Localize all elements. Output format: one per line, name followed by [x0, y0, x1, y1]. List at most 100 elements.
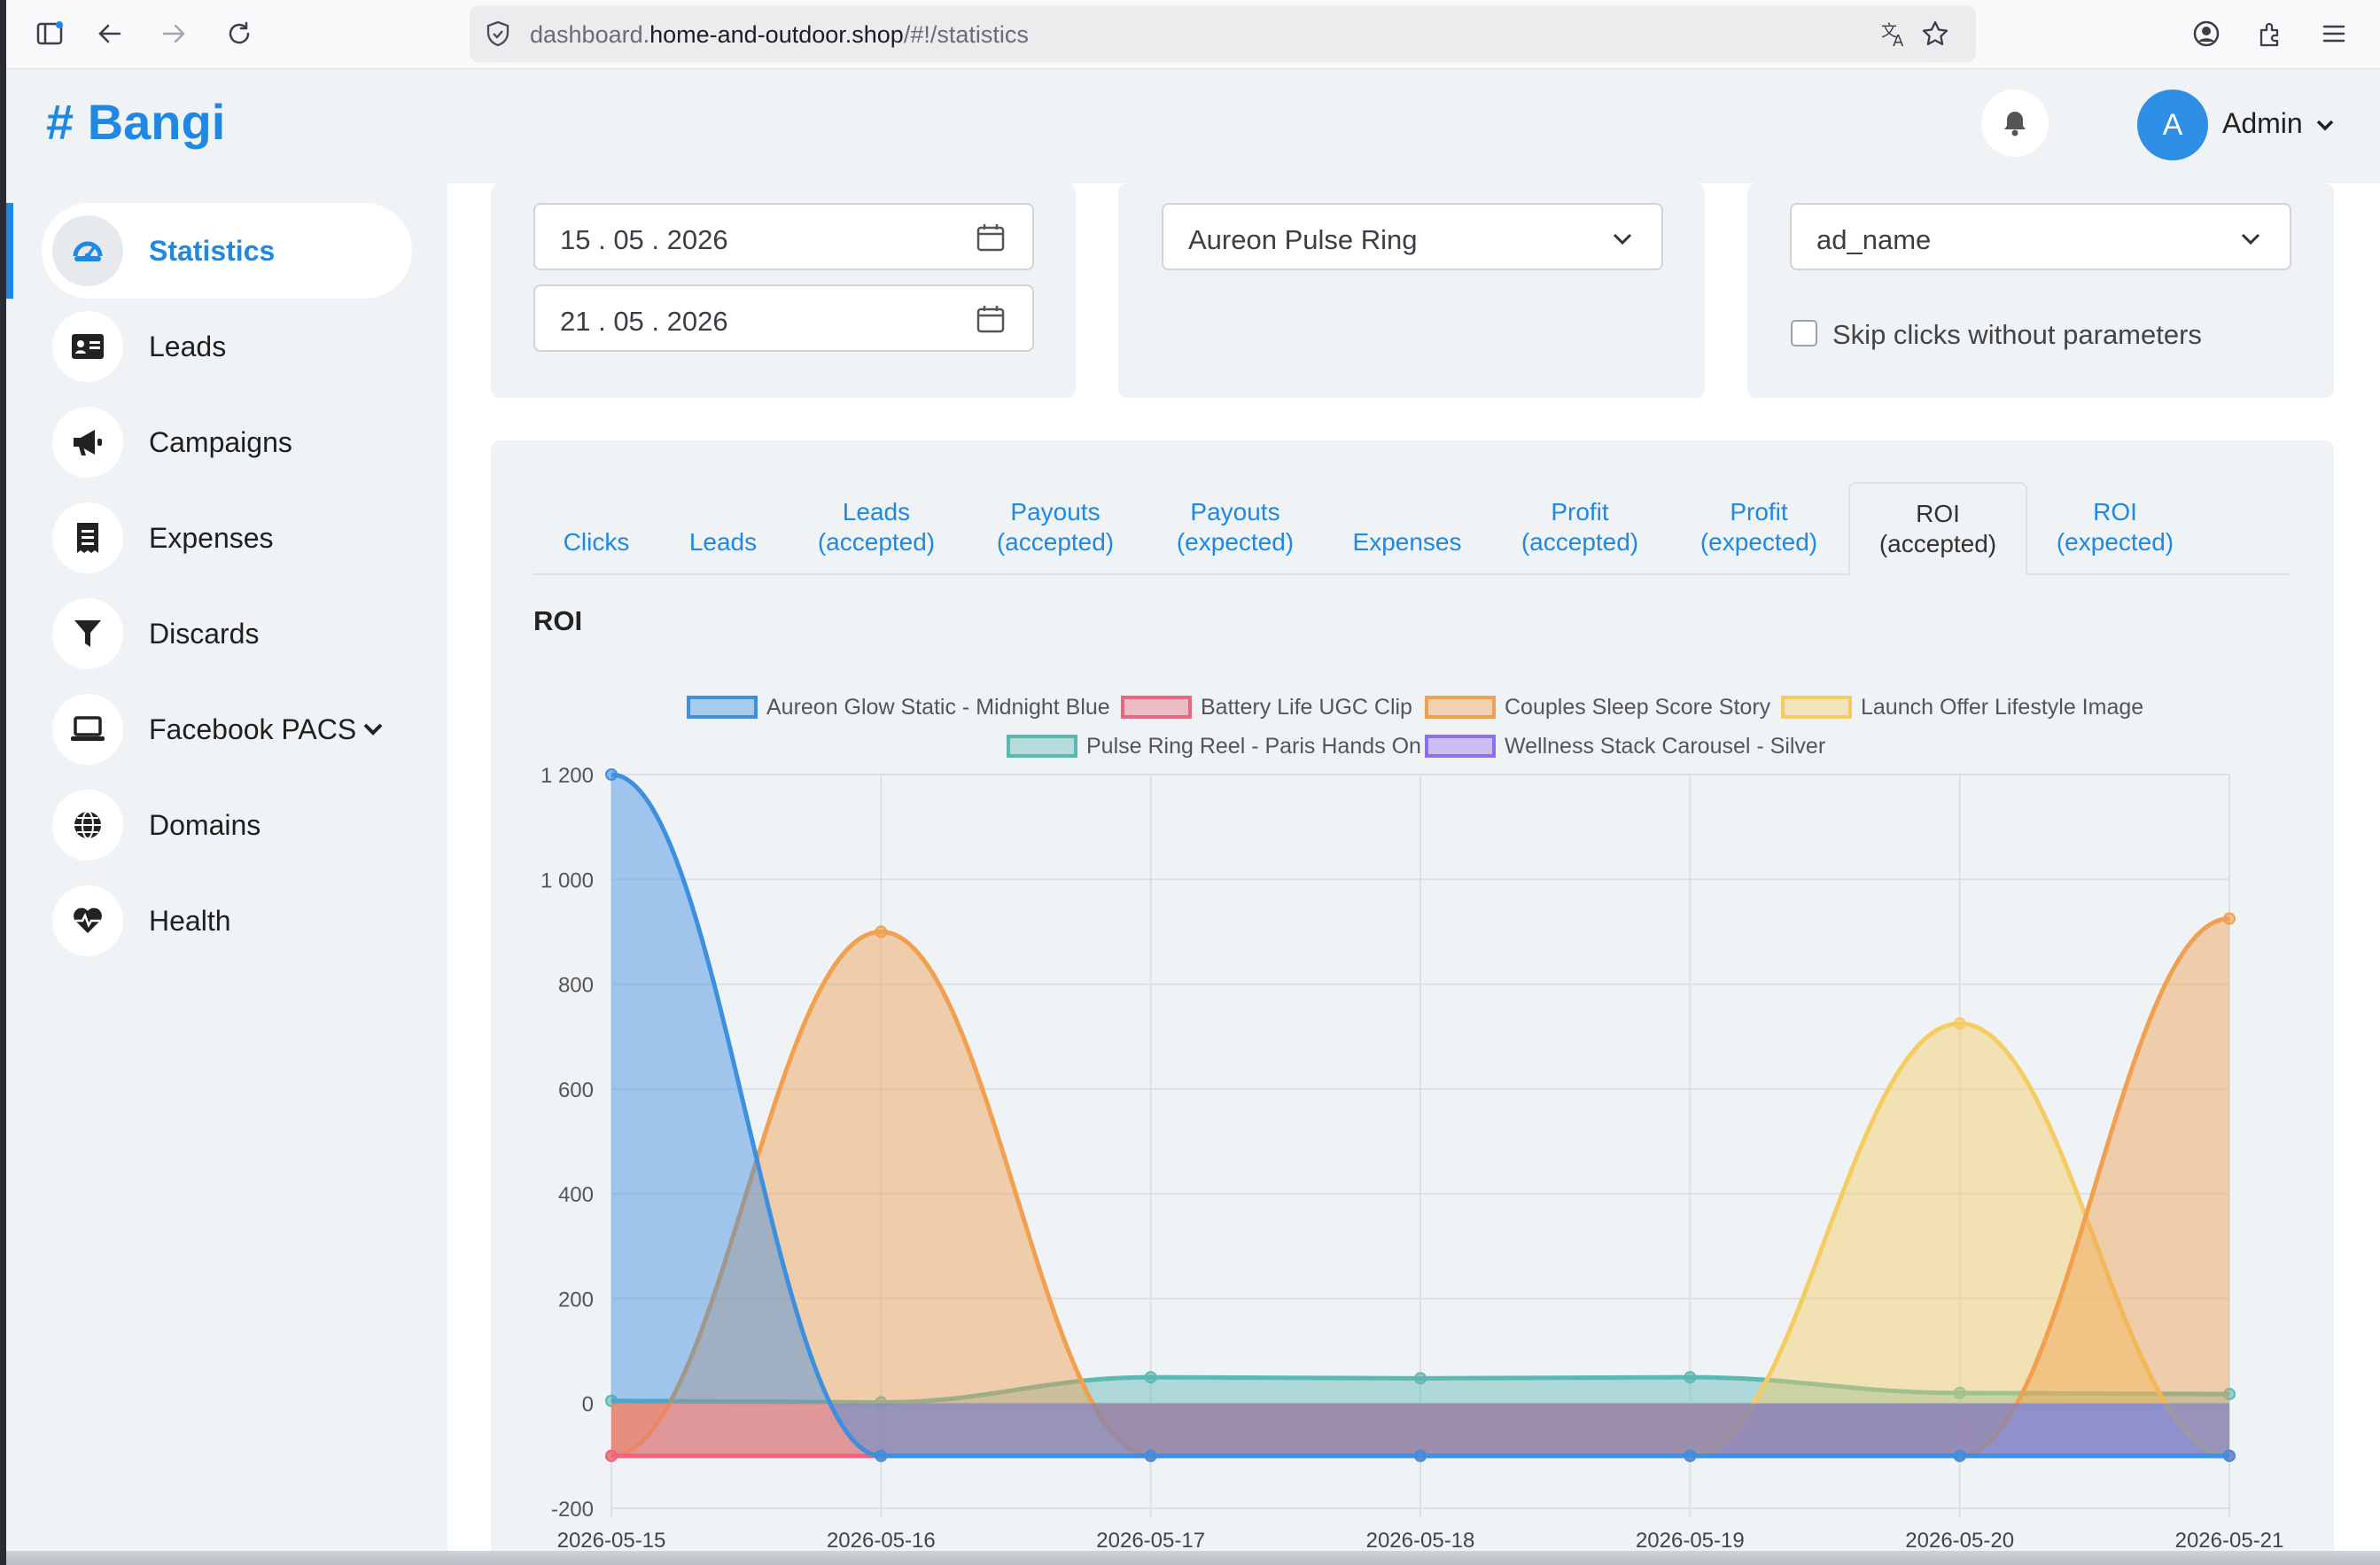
laptop-icon: [52, 694, 123, 765]
sidebar-item-leads[interactable]: Leads: [42, 299, 412, 394]
avatar[interactable]: A: [2137, 90, 2208, 160]
legend-item[interactable]: Pulse Ring Reel - Paris Hands On: [1007, 733, 1421, 759]
tab-sublabel: (accepted): [996, 528, 1115, 556]
y-tick-label: 800: [558, 974, 594, 998]
tab-leads[interactable]: Leads: [634, 527, 812, 557]
legend-item[interactable]: Wellness Stack Carousel - Silver: [1425, 733, 1825, 759]
app-header: # Bangi A Admin: [0, 70, 2380, 183]
tab-label: ROI: [2093, 498, 2137, 526]
group-by-select-value: ad_name: [1816, 224, 1932, 255]
sidebar-item-label: Expenses: [149, 522, 274, 554]
legend-item[interactable]: Couples Sleep Score Story: [1425, 694, 1770, 720]
y-tick-label: 600: [558, 1078, 594, 1102]
x-tick-label: 2026-05-16: [827, 1529, 936, 1553]
svg-text:文: 文: [1881, 22, 1897, 41]
receipt-icon: [52, 502, 123, 573]
data-point: [2223, 1388, 2236, 1401]
back-icon[interactable]: [92, 16, 128, 51]
sidebar-toggle-icon[interactable]: [32, 16, 67, 51]
data-point: [605, 768, 618, 781]
sidebar-item-facebook-pacs[interactable]: Facebook PACS: [42, 681, 412, 777]
series-area: [611, 775, 2229, 1456]
legend-label: Wellness Stack Carousel - Silver: [1505, 733, 1826, 759]
brand-logo[interactable]: # Bangi: [46, 94, 226, 150]
x-tick-label: 2026-05-19: [1636, 1529, 1745, 1553]
tab-clicks[interactable]: Clicks: [508, 527, 685, 557]
chevron-down-icon[interactable]: [2314, 114, 2336, 136]
legend-swatch: [1121, 696, 1192, 719]
legend-label: Launch Offer Lifestyle Image: [1861, 694, 2144, 720]
date-from-input[interactable]: 15 . 05 . 2026: [533, 203, 1034, 270]
legend-item[interactable]: Aureon Glow Static - Midnight Blue: [687, 694, 1110, 720]
tab-roi-accepted[interactable]: ROI (accepted): [1848, 482, 2027, 575]
sidebar-item-label: Facebook PACS: [149, 713, 357, 745]
tab-leads-accepted[interactable]: Leads (accepted): [788, 497, 965, 557]
group-by-select[interactable]: ad_name: [1790, 203, 2291, 270]
tab-label: Payouts: [1010, 498, 1101, 526]
window-bottom-edge: [0, 1551, 2380, 1565]
tab-label: Leads: [688, 528, 758, 556]
bell-icon: [2004, 112, 2026, 136]
account-icon[interactable]: [2189, 16, 2224, 51]
tab-profit-expected[interactable]: Profit (expected): [1670, 497, 1847, 557]
browser-toolbar: dashboard.home-and-outdoor.shop/#!/stati…: [0, 0, 2380, 69]
legend-item[interactable]: Battery Life UGC Clip: [1121, 694, 1412, 720]
calendar-icon[interactable]: [976, 222, 1006, 253]
y-tick-label: 200: [558, 1288, 594, 1312]
tab-roi-expected[interactable]: ROI (expected): [2026, 497, 2204, 557]
sidebar-item-expenses[interactable]: Expenses: [42, 490, 412, 586]
calendar-icon[interactable]: [976, 304, 1006, 334]
tab-label: ROI: [1916, 500, 1960, 527]
date-to-value: 21 . 05 . 2026: [560, 306, 728, 337]
sidebar-item-statistics[interactable]: Statistics: [42, 203, 412, 299]
tab-profit-accepted[interactable]: Profit (accepted): [1491, 497, 1668, 557]
menu-icon[interactable]: [2316, 16, 2352, 51]
legend-swatch: [1781, 696, 1852, 719]
extensions-icon[interactable]: [2252, 16, 2288, 51]
tab-payouts-accepted[interactable]: Payouts (accepted): [967, 497, 1144, 557]
sidebar-item-domains[interactable]: Domains: [42, 777, 412, 873]
legend-label: Couples Sleep Score Story: [1505, 694, 1771, 720]
series-area: [611, 1023, 2229, 1456]
data-point: [1414, 1449, 1427, 1462]
filter-icon: [52, 598, 123, 669]
sidebar-item-health[interactable]: Health: [42, 873, 412, 969]
series-line: [611, 772, 2229, 1459]
sidebar-item-discards[interactable]: Discards: [42, 586, 412, 681]
tab-payouts-expected[interactable]: Payouts (expected): [1147, 497, 1324, 557]
address-bar[interactable]: dashboard.home-and-outdoor.shop/#!/stati…: [470, 5, 1976, 62]
skip-clicks-checkbox[interactable]: [1791, 320, 1817, 346]
y-tick-label: -200: [551, 1498, 594, 1522]
x-tick-label: 2026-05-15: [557, 1529, 666, 1553]
data-point: [1144, 1371, 1157, 1384]
legend-swatch: [1425, 735, 1496, 758]
data-point: [1144, 1449, 1157, 1462]
sidebar-item-campaigns[interactable]: Campaigns: [42, 394, 412, 490]
chevron-down-icon: [1613, 233, 1632, 245]
chevron-down-icon[interactable]: [361, 717, 385, 742]
forward-icon[interactable]: [156, 16, 191, 51]
tab-expenses[interactable]: Expenses: [1318, 527, 1496, 557]
data-point: [1953, 1449, 1966, 1462]
data-point: [875, 925, 888, 938]
tab-label: Leads: [842, 498, 911, 526]
globe-icon: [52, 790, 123, 860]
tab-label: Profit: [1551, 498, 1609, 526]
y-tick-label: 0: [582, 1393, 594, 1417]
product-select[interactable]: Aureon Pulse Ring: [1162, 203, 1663, 270]
data-point: [1414, 1372, 1427, 1385]
reload-icon[interactable]: [222, 16, 257, 51]
legend-item[interactable]: Launch Offer Lifestyle Image: [1781, 694, 2143, 720]
data-point: [1953, 1016, 1966, 1030]
bookmark-star-icon[interactable]: [1919, 18, 1951, 50]
skip-clicks-label[interactable]: Skip clicks without parameters: [1832, 319, 2202, 350]
date-to-input[interactable]: 21 . 05 . 2026: [533, 284, 1034, 352]
series-area: [611, 1403, 2229, 1456]
tab-sublabel: (expected): [2056, 528, 2174, 556]
shield-icon: [486, 20, 509, 47]
notifications-button[interactable]: [1981, 90, 2049, 157]
x-tick-label: 2026-05-18: [1366, 1529, 1475, 1553]
user-menu-label[interactable]: Admin: [2222, 107, 2303, 139]
